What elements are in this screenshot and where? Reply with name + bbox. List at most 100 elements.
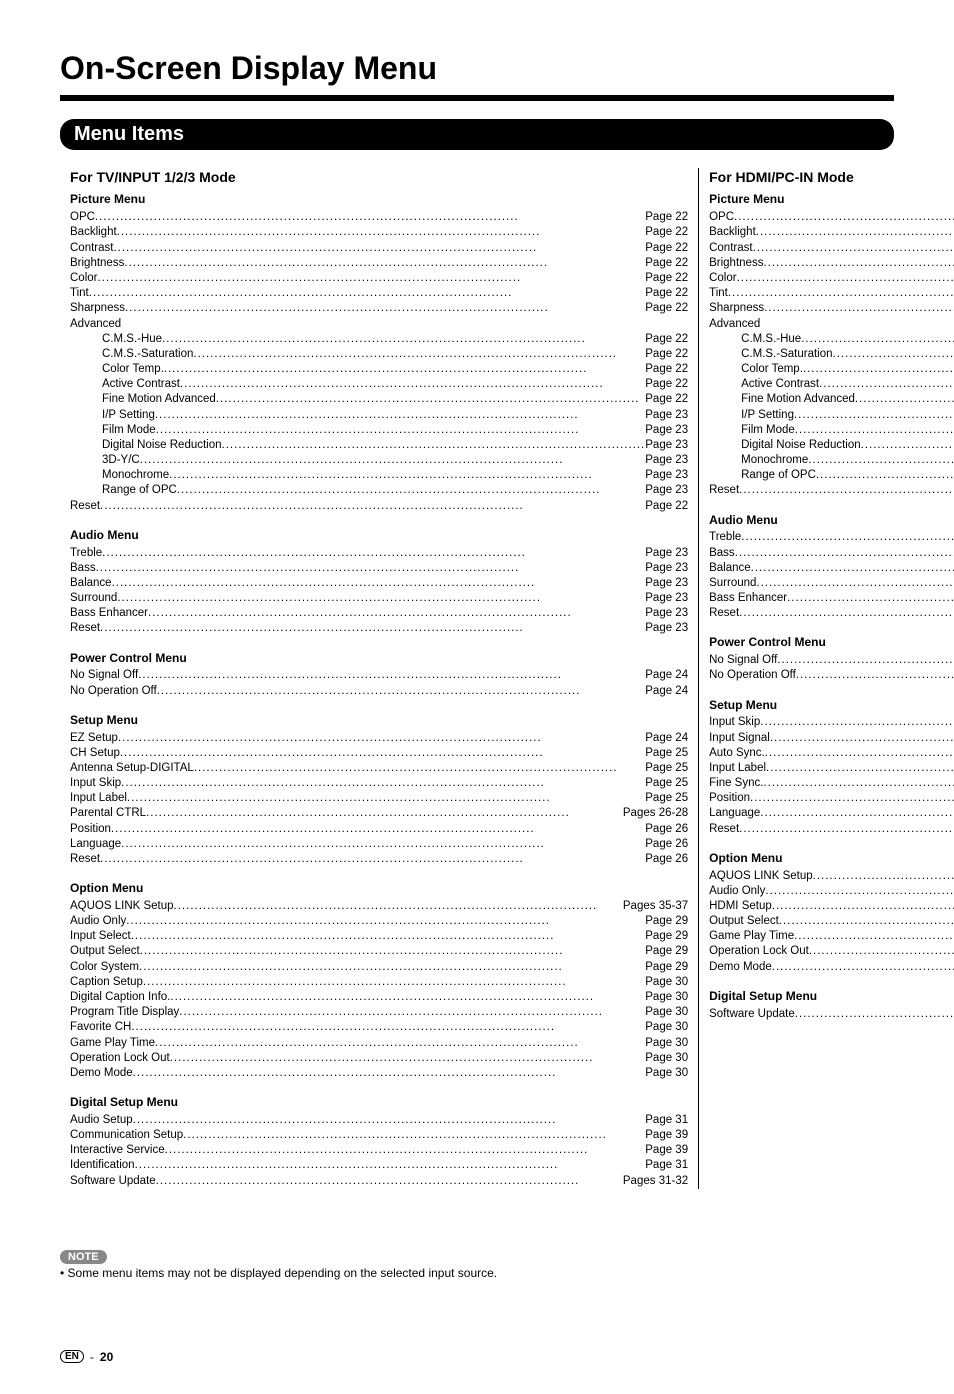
menu-item-row: Input LabelPage 25 bbox=[709, 761, 954, 776]
leader-dots bbox=[127, 791, 645, 806]
menu-item-row: SurroundPage 23 bbox=[70, 591, 688, 606]
leader-dots bbox=[183, 1128, 645, 1143]
menu-item-row: PositionPage 26 bbox=[709, 791, 954, 806]
menu-item-page: Page 23 bbox=[645, 438, 688, 453]
leader-dots bbox=[121, 776, 645, 791]
leader-dots bbox=[124, 256, 645, 271]
leader-dots bbox=[734, 210, 954, 225]
menu-item-page: Page 31 bbox=[645, 1113, 688, 1128]
footer-dash: - bbox=[90, 1350, 94, 1364]
menu-item-page: Page 23 bbox=[645, 621, 688, 636]
menu-item-label: Color Temp. bbox=[741, 362, 803, 377]
menu-item-row: Output SelectPage 29 bbox=[70, 944, 688, 959]
leader-dots bbox=[760, 806, 954, 821]
menu-item-row: C.M.S.-HuePage 22 bbox=[709, 332, 954, 347]
menu-item-row: Color SystemPage 29 bbox=[70, 960, 688, 975]
menu-item-page: Page 23 bbox=[645, 453, 688, 468]
menu-item-row: TreblePage 23 bbox=[709, 530, 954, 545]
menu-item-label: Backlight bbox=[70, 225, 117, 240]
menu-item-row: Color Temp.Page 22 bbox=[70, 362, 688, 377]
leader-dots bbox=[760, 715, 954, 730]
menu-item-label: Antenna Setup-DIGITAL bbox=[70, 761, 194, 776]
menu-title: Option Menu bbox=[70, 881, 688, 897]
menu-item-label: Surround bbox=[709, 576, 756, 591]
leader-dots bbox=[803, 362, 954, 377]
page-title: On-Screen Display Menu bbox=[60, 50, 894, 87]
menu-item-page: Page 39 bbox=[645, 1128, 688, 1143]
menu-item-row: 3D-Y/CPage 23 bbox=[70, 453, 688, 468]
menu-title: Picture Menu bbox=[709, 192, 954, 208]
menu-item-row: Input SkipPage 25 bbox=[70, 776, 688, 791]
menu-item-row: EZ SetupPage 24 bbox=[70, 731, 688, 746]
menu-item-page: Page 25 bbox=[645, 746, 688, 761]
menu-item-label: Software Update bbox=[70, 1174, 156, 1189]
menu-item-page: Page 30 bbox=[645, 1051, 688, 1066]
lang-badge: EN bbox=[60, 1350, 84, 1363]
menu-item-row: No Signal OffPage 24 bbox=[70, 668, 688, 683]
menu-item-label: Digital Noise Reduction bbox=[102, 438, 222, 453]
menu-item-row: ResetPage 26 bbox=[70, 852, 688, 867]
menu-item-label: Contrast bbox=[709, 241, 752, 256]
menu-item-row: Fine Motion AdvancedPage 22 bbox=[709, 392, 954, 407]
menu-item-row: C.M.S.-SaturationPage 22 bbox=[70, 347, 688, 362]
menu-item-page: Page 22 bbox=[645, 225, 688, 240]
leader-dots bbox=[763, 256, 954, 271]
menu-item-label: Language bbox=[70, 837, 121, 852]
leader-dots bbox=[100, 499, 645, 514]
menu-item-page: Page 25 bbox=[645, 761, 688, 776]
leader-dots bbox=[728, 286, 954, 301]
menu-item-label: Audio Only bbox=[709, 884, 765, 899]
menu-item-label: Reset bbox=[70, 499, 100, 514]
menu-item-row: I/P SettingPage 23 bbox=[709, 408, 954, 423]
menu-item-row: SharpnessPage 22 bbox=[70, 301, 688, 316]
menu-item-label: Caption Setup bbox=[70, 975, 143, 990]
leader-dots bbox=[131, 929, 646, 944]
menu-item-page: Page 22 bbox=[645, 271, 688, 286]
menu-item-row: BalancePage 23 bbox=[70, 576, 688, 591]
menu-item-row: OPCPage 22 bbox=[709, 210, 954, 225]
menu-item-row: Interactive ServicePage 39 bbox=[70, 1143, 688, 1158]
menu-item-row: Film ModePage 23 bbox=[70, 423, 688, 438]
columns-container: For TV/INPUT 1/2/3 ModePicture MenuOPCPa… bbox=[60, 168, 894, 1189]
menu-item-row: C.M.S.-HuePage 22 bbox=[70, 332, 688, 347]
leader-dots bbox=[164, 362, 645, 377]
leader-dots bbox=[772, 960, 954, 975]
menu-title: Power Control Menu bbox=[70, 651, 688, 667]
leader-dots bbox=[750, 791, 954, 806]
leader-dots bbox=[861, 438, 954, 453]
menu-item-page: Page 26 bbox=[645, 852, 688, 867]
menu-item-label: Range of OPC bbox=[741, 468, 816, 483]
leader-dots bbox=[194, 761, 645, 776]
menu-item-row: HDMI SetupPage 29 bbox=[709, 899, 954, 914]
menu-title: Setup Menu bbox=[709, 698, 954, 714]
leader-dots bbox=[133, 1066, 646, 1081]
menu-item-page: Page 23 bbox=[645, 606, 688, 621]
menu-item-label: Demo Mode bbox=[709, 960, 772, 975]
leader-dots bbox=[795, 423, 954, 438]
leader-dots bbox=[121, 837, 645, 852]
leader-dots bbox=[777, 653, 954, 668]
menu-item-page: Page 23 bbox=[645, 546, 688, 561]
menu-title: Power Control Menu bbox=[709, 635, 954, 651]
menu-item-label: Bass Enhancer bbox=[709, 591, 787, 606]
menu-item-row: Bass EnhancerPage 23 bbox=[709, 591, 954, 606]
menu-item-label: I/P Setting bbox=[741, 408, 794, 423]
menu-item-row: Audio OnlyPage 29 bbox=[70, 914, 688, 929]
menu-item-page: Page 31 bbox=[645, 1158, 688, 1173]
menu-item-label: EZ Setup bbox=[70, 731, 118, 746]
menu-item-row: Game Play TimePage 30 bbox=[70, 1036, 688, 1051]
menu-item-label: Balance bbox=[709, 561, 751, 576]
leader-dots bbox=[177, 483, 645, 498]
menu-item-label: Bass bbox=[70, 561, 96, 576]
menu-item-row: TreblePage 23 bbox=[70, 546, 688, 561]
menu-item-row: Digital Caption Info.Page 30 bbox=[70, 990, 688, 1005]
menu-item-label: Input Label bbox=[70, 791, 127, 806]
menu-item-row: ResetPage 26 bbox=[709, 822, 954, 837]
menu-item-label: Film Mode bbox=[741, 423, 795, 438]
menu-title: Setup Menu bbox=[70, 713, 688, 729]
menu-item-row: ContrastPage 22 bbox=[709, 241, 954, 256]
menu-item-row: Operation Lock OutPage 30 bbox=[70, 1051, 688, 1066]
menu-item-label: Reset bbox=[709, 822, 739, 837]
menu-item-label: Fine Motion Advanced bbox=[741, 392, 855, 407]
menu-item-row: ResetPage 23 bbox=[70, 621, 688, 636]
